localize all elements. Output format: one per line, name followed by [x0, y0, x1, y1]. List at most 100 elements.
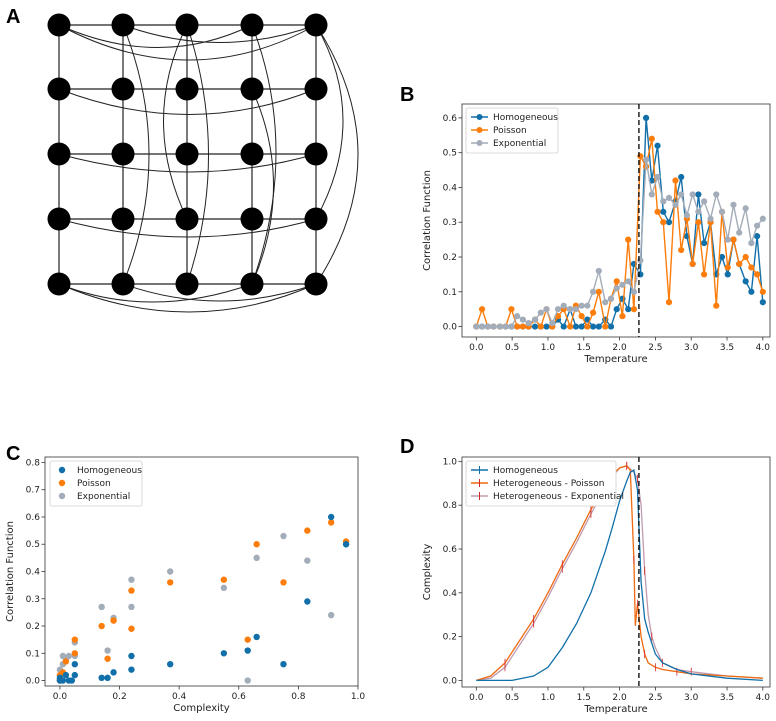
panel-b-series-0-point-18: [578, 323, 585, 330]
panel-b-series-2-point-34: [672, 201, 679, 208]
network-node-0-4: [304, 13, 328, 37]
panel-b-series-0-point-35: [678, 173, 685, 181]
panel-c-series-0-point-3: [62, 671, 70, 679]
panel-c-series-2-point-8: [98, 603, 105, 611]
panel-b-series-0-point-29: [642, 114, 650, 122]
panel-c-series-2-point-11: [128, 576, 135, 583]
panel-b-series-1-point-45: [736, 260, 743, 268]
panel-b-series-1-point-41: [713, 302, 720, 309]
network-node-0-0: [47, 13, 71, 37]
panel-b-series-2-point-36: [683, 212, 691, 219]
panel-b-series-2-point-4: [496, 323, 504, 330]
panel-c-series-0-point-16: [253, 633, 260, 641]
panel-c-legend-label-0: Homogeneous: [77, 466, 142, 476]
panel-b-series-1-point-34: [672, 177, 679, 184]
panel-c-series-0-point-14: [220, 650, 228, 657]
network-node-0-3: [240, 13, 264, 37]
panel-c-series-1-point-8: [110, 617, 117, 624]
panel-c-series-0-point-13: [167, 660, 174, 668]
panel-b-xtick-label-1: 0.5: [505, 343, 519, 353]
panel-c-series-0-point-20: [342, 541, 350, 548]
panel-b-series-1-point-47: [748, 264, 755, 271]
network-node-1-3: [240, 77, 264, 101]
panel-c-series-1-point-10: [128, 625, 135, 632]
network-node-3-4: [304, 207, 328, 231]
panel-letter-a: A: [6, 6, 20, 28]
network-link-long-6: [122, 283, 317, 302]
panel-b-xtick-label-5: 2.5: [648, 343, 662, 353]
network-link-long-0: [58, 24, 317, 61]
panel-b-series-2-point-35: [678, 191, 685, 198]
panel-d-legend-label-0: Homogeneous: [493, 466, 558, 476]
panel-b-series-2-point-23: [607, 295, 615, 302]
panel-b-xtick-label-2: 1.0: [541, 343, 556, 353]
panel-b-series-1-point-33: [665, 299, 673, 306]
panel-b-series-1-point-11: [537, 323, 544, 330]
network-link-long-7: [58, 218, 317, 238]
panel-b-series-1-point-35: [678, 246, 685, 254]
panel-b-series-2-point-9: [525, 319, 532, 327]
panel-b-series-0-point-26: [625, 306, 632, 313]
panel-b-series-2-point-29: [642, 156, 650, 163]
panel-b-series-2-point-33: [665, 194, 673, 201]
panel-d-xtick-label-0: 0.0: [469, 693, 484, 703]
panel-b-ytick-label-2: 0.2: [443, 253, 457, 263]
panel-b-series-1-point-16: [567, 323, 574, 330]
panel-b-series-2-point-22: [602, 299, 609, 306]
panel-b-series-2-point-21: [595, 267, 602, 275]
panel-c-ylabel: Correlation Function: [5, 521, 16, 622]
panel-b-axes-frame: [461, 103, 771, 338]
panel-c-series-2-point-5: [65, 652, 73, 660]
panel-b-series-1-point-39: [701, 271, 708, 278]
panel-b-series-2-point-12: [543, 306, 550, 313]
panel-d-xtick-label-5: 2.5: [648, 693, 662, 703]
panel-b-series-1-point-26: [625, 236, 632, 243]
panel-b-series-1-point-38: [695, 219, 702, 226]
network-node-2-3: [240, 142, 264, 166]
panel-b-xtick-label-4: 2.0: [612, 343, 627, 353]
network-node-4-3: [240, 272, 264, 296]
panel-b-series-0-point-31: [654, 142, 661, 149]
panel-d-xtick-label-3: 1.5: [577, 693, 591, 703]
panel-d-ylabel: Complexity: [422, 544, 433, 601]
panel-b-series-0-point-43: [724, 271, 731, 278]
panel-b-series-2-point-43: [724, 236, 731, 243]
panel-c-series-1-point-9: [128, 587, 135, 594]
panel-b-legend-marker-2: [476, 140, 483, 146]
panel-c-series-0-point-17: [280, 660, 287, 668]
panel-b-xtick-label-7: 3.5: [720, 343, 734, 353]
panel-b-series-2-point-5: [502, 323, 509, 330]
panel-d-xtick-label-2: 1.0: [541, 693, 556, 703]
panel-b-series-0-point-23: [607, 323, 615, 330]
panel-c-ytick-label-4: 0.4: [26, 568, 41, 578]
panel-d-legend-box: [465, 460, 617, 507]
panel-b-series-2-point-0: [473, 323, 480, 330]
panel-c-series-0-point-9: [104, 674, 111, 682]
panel-a-network: [47, 13, 359, 313]
panel-b-series-2-point-48: [754, 222, 761, 229]
panel-d-ytick-label-2: 0.4: [443, 589, 458, 599]
panel-b-series-2-point-30: [648, 191, 655, 198]
panel-b-series-2-point-32: [660, 198, 667, 205]
panel-b-series-0-point-38: [695, 191, 702, 198]
panel-c-ytick-label-7: 0.7: [26, 486, 40, 496]
panel-c-series-2-point-17: [280, 532, 287, 540]
panel-b-series-1-point-37: [689, 260, 696, 268]
panel-b-series-2-point-17: [572, 306, 579, 313]
network-link-long-1: [58, 24, 253, 48]
network-link-long-11: [122, 24, 150, 285]
panel-c-series-2-point-13: [167, 568, 174, 575]
network-node-2-4: [304, 142, 328, 166]
panel-b-series-0-point-46: [742, 278, 749, 285]
network-link-long-3: [58, 88, 317, 115]
panel-b-series-2-point-47: [748, 240, 755, 247]
panel-b-ytick-label-3: 0.3: [443, 218, 457, 228]
panel-c-series-1-point-6: [98, 622, 105, 630]
network-link-long-12: [186, 24, 209, 285]
panel-b-series-2-point-49: [759, 215, 766, 222]
panel-c-series-1-point-11: [167, 579, 174, 586]
panel-c-legend-marker-1: [58, 479, 66, 487]
panel-c-series-1-point-5: [71, 636, 79, 643]
panel-b-legend-label-0: Homogeneous: [493, 113, 558, 123]
network-link-long-14: [251, 88, 274, 285]
